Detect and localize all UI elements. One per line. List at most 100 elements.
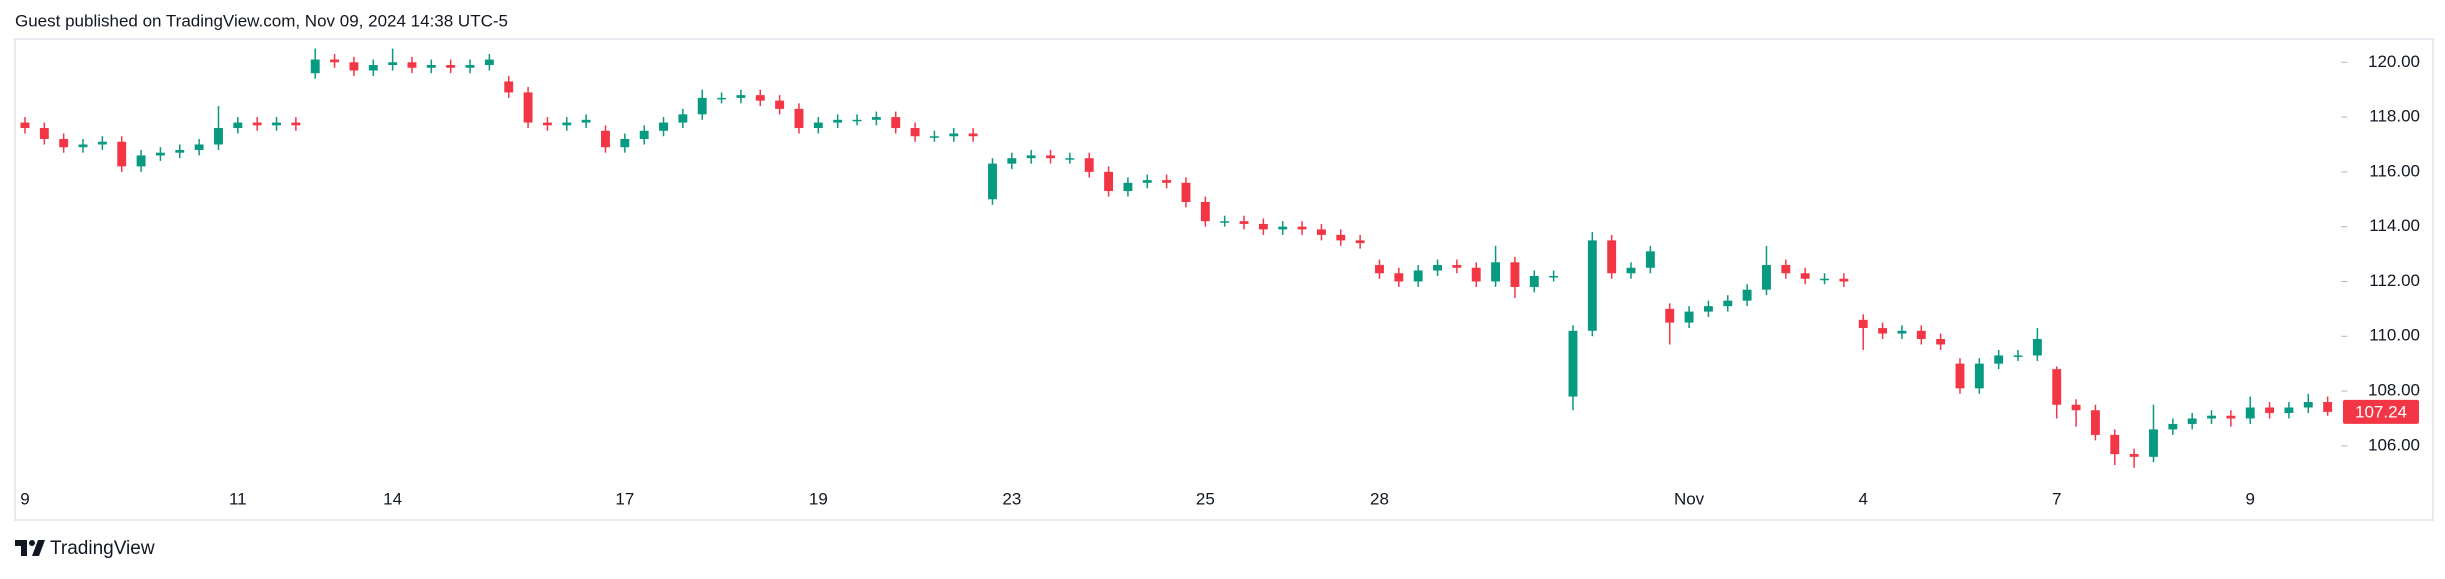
candle-body (59, 138, 69, 148)
candle-body (929, 136, 939, 138)
candle-body (1916, 330, 1926, 340)
candle-body (1936, 339, 1946, 345)
candle-body (349, 62, 359, 71)
candle-body (2071, 404, 2081, 411)
candle-body (678, 114, 688, 123)
x-tick-label: 7 (2052, 489, 2061, 508)
candle-body (1394, 273, 1404, 282)
candle-body (214, 128, 223, 145)
candle-body (523, 92, 533, 123)
candle-body (388, 62, 398, 66)
candle-body (542, 122, 552, 126)
candle-body (1413, 270, 1423, 282)
brand-name: TradingView (50, 538, 155, 559)
candle-body (1452, 265, 1462, 268)
logo-dot (29, 540, 35, 546)
candle-body (194, 144, 204, 150)
candle-body (1104, 171, 1114, 192)
candle-body (581, 119, 591, 123)
candle-body (562, 122, 572, 126)
candle-body (1026, 155, 1036, 159)
candle-body (1200, 202, 1210, 222)
candle-body (891, 117, 901, 129)
candle-body (2129, 454, 2139, 457)
candle-body (1994, 355, 2004, 364)
candle-body (233, 122, 243, 129)
candle-body (1858, 319, 1868, 329)
candle-body (484, 59, 494, 66)
candle-body (291, 122, 301, 126)
x-tick-label: 9 (20, 489, 29, 508)
candle-body (1433, 265, 1442, 271)
y-tick-label: 116.00 (2369, 161, 2420, 180)
candle-body (1955, 363, 1965, 389)
candle-body (813, 122, 823, 129)
candle-body (833, 119, 843, 123)
chart-title: Guest published on TradingView.com, Nov … (15, 11, 508, 30)
candle-body (1375, 265, 1384, 274)
x-tick-label: 23 (1002, 489, 1021, 508)
candle-body (2245, 407, 2255, 419)
candle-body (1220, 221, 1230, 223)
candle-body (97, 141, 107, 145)
candle-body (2090, 410, 2100, 435)
candle-body (175, 149, 185, 153)
brand-logo (15, 540, 45, 556)
candle-body (1123, 182, 1133, 192)
candle-body (1742, 289, 1752, 301)
x-tick-label: 11 (229, 489, 247, 508)
candle-body (1762, 265, 1771, 290)
candle-body (1800, 273, 1810, 279)
candle-body (2052, 369, 2062, 405)
candle-body (465, 65, 475, 68)
x-tick-label: 17 (615, 489, 634, 508)
candle-body (2226, 415, 2236, 419)
candle-body (272, 122, 281, 126)
candle-body (1607, 240, 1617, 274)
y-tick-label: 110.00 (2369, 326, 2420, 345)
candle-body (1626, 267, 1636, 274)
candle-body (1355, 240, 1365, 244)
candle-body (949, 133, 959, 137)
candle-body (2284, 407, 2294, 413)
candle-body (1549, 275, 1559, 278)
candle-body (136, 155, 146, 167)
candle-body (1839, 278, 1849, 282)
x-tick-label: 9 (2245, 489, 2254, 508)
candle-body (1181, 182, 1191, 203)
candle-body (794, 108, 804, 129)
candle-body (1278, 226, 1288, 230)
candle-body (2187, 418, 2197, 424)
candle-body (252, 122, 262, 126)
candle-body (1316, 229, 1326, 235)
candle-body (1258, 223, 1268, 230)
candle-body (1781, 265, 1791, 274)
candle-body (330, 59, 340, 63)
x-tick-label: 4 (1858, 489, 1867, 508)
candle-body (736, 95, 746, 98)
candle-body (155, 152, 165, 156)
candle-body (117, 141, 127, 167)
candle-body (697, 97, 707, 115)
candle-body (775, 100, 785, 109)
y-tick-label: 108.00 (2368, 381, 2420, 400)
candle-body (2032, 339, 2042, 356)
candle-body (1510, 262, 1520, 287)
candle-body (988, 163, 997, 200)
candle-body (755, 95, 765, 101)
candle-body (2303, 402, 2313, 408)
candle-body (1142, 180, 1152, 183)
logo-mark (15, 540, 27, 556)
candle-body (871, 117, 881, 120)
candle-body (39, 128, 49, 139)
candle-body (2168, 423, 2178, 430)
candle-body (20, 122, 30, 129)
candle-body (504, 81, 514, 93)
candle-body (1471, 267, 1481, 282)
chart-frame (14, 38, 2434, 521)
candle-body (78, 144, 88, 148)
candle-body (1162, 180, 1172, 183)
candle-body (1878, 328, 1888, 334)
